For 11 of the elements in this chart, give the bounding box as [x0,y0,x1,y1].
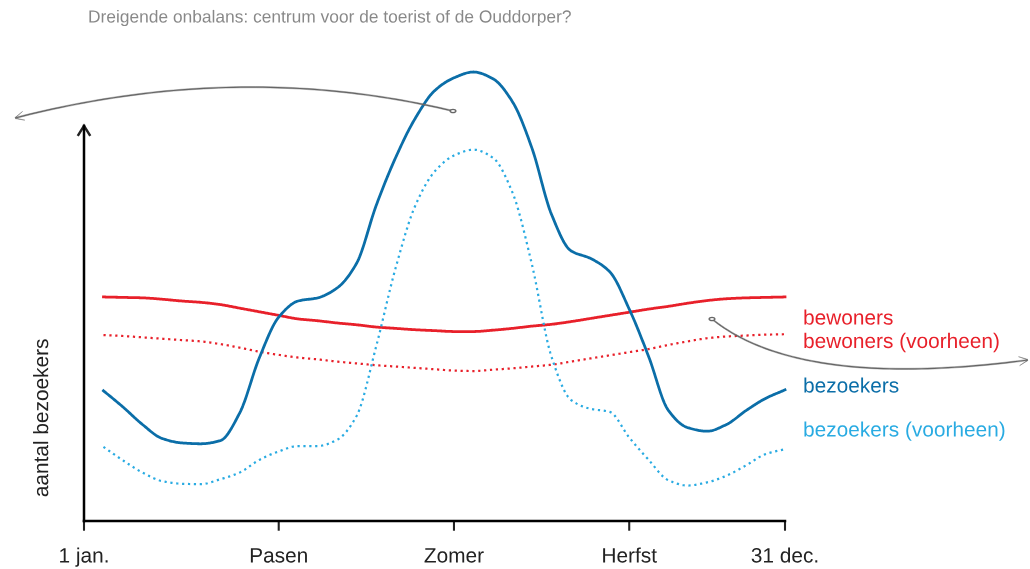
series-label: bewoners [804,309,893,325]
y-axis-title: aantal bezoekers [33,339,49,497]
series-label: bezoekers [804,377,899,393]
x-tick-label: Herfst [603,547,657,563]
x-tick-label: 1 jan. [60,547,108,567]
x-tick-label: 31 dec. [751,547,818,563]
x-tick-label: Pasen [250,548,307,563]
series-label: bewoners (voorheen) [804,332,999,353]
series-label: bezoekers (voorheen) [804,421,1005,441]
chart-title: Dreigende onbalans: centrum voor de toerist of de Ouddorper? [89,9,571,27]
x-tick-label: Zomer [424,548,484,563]
